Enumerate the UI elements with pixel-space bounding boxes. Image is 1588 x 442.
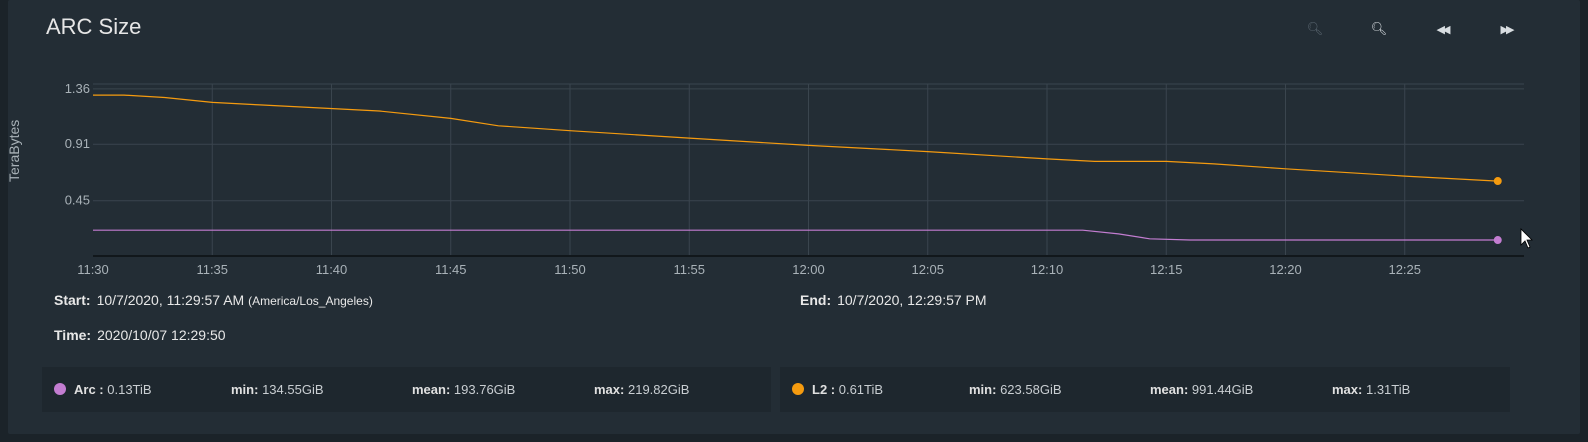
legend-l2-max: max: 1.31TiB xyxy=(1332,382,1411,397)
end-value: 10/7/2020, 12:29:57 PM xyxy=(837,292,987,308)
x-tick-label: 12:10 xyxy=(1031,262,1064,277)
zoom-in-icon[interactable]: 🔍︎ xyxy=(1306,21,1324,36)
x-tick-label: 11:55 xyxy=(673,262,705,277)
start-value: 10/7/2020, 11:29:57 AM xyxy=(96,292,245,308)
series-line-arc xyxy=(93,229,1498,241)
legend-l2-current: L2 : 0.61TiB xyxy=(812,382,884,397)
x-tick-label: 11:40 xyxy=(316,262,348,277)
series-endpoint-arc xyxy=(1493,236,1502,245)
legend-arc[interactable]: Arc : 0.13TiB min: 134.55GiB mean: 193.7… xyxy=(42,367,771,412)
start-info: Start: 10/7/2020, 11:29:57 AM (America/Lo… xyxy=(54,292,373,308)
y-axis-label: TeraBytes xyxy=(5,119,22,182)
end-label: End: xyxy=(800,292,832,308)
x-tick-label: 12:20 xyxy=(1269,262,1302,277)
y-tick-label: 0.91 xyxy=(65,136,90,151)
x-tick-label: 11:50 xyxy=(554,262,586,277)
series-endpoint-l2 xyxy=(1493,177,1502,186)
end-info: End: 10/7/2020, 12:29:57 PM xyxy=(800,292,987,308)
panel-title: ARC Size xyxy=(46,14,142,39)
legend-l2-min: min: 623.58GiB xyxy=(969,382,1062,397)
x-tick-label: 11:45 xyxy=(435,262,467,277)
fast-forward-icon[interactable]: ▶▶ xyxy=(1500,23,1515,36)
start-label: Start: xyxy=(54,292,91,308)
mouse-cursor-icon xyxy=(1520,228,1533,249)
legend-arc-min: min: 134.55GiB xyxy=(231,382,324,397)
legend-l2[interactable]: L2 : 0.61TiB min: 623.58GiB mean: 991.44… xyxy=(780,367,1510,412)
time-info: Time: 2020/10/07 12:29:50 xyxy=(54,327,226,343)
start-timezone: (America/Los_Angeles) xyxy=(248,294,373,308)
arc-color-dot xyxy=(54,383,66,395)
x-tick-label: 12:00 xyxy=(792,262,825,277)
x-tick-label: 12:15 xyxy=(1150,262,1183,277)
x-tick-label: 11:30 xyxy=(77,262,109,277)
arc-size-panel: ARC Size 🔍︎ 🔍︎ ◀◀ ▶▶ xyxy=(8,0,1580,434)
chart-toolbar: 🔍︎ 🔍︎ ◀◀ ▶▶ xyxy=(1288,16,1538,42)
series-line-l2 xyxy=(93,94,1498,182)
legend-l2-mean: mean: 991.44GiB xyxy=(1150,382,1254,397)
zoom-out-icon[interactable]: 🔍︎ xyxy=(1370,21,1388,36)
legend-arc-max: max: 219.82GiB xyxy=(594,382,690,397)
rewind-icon[interactable]: ◀◀ xyxy=(1436,23,1451,36)
legend-arc-mean: mean: 193.76GiB xyxy=(412,382,516,397)
y-tick-label: 1.36 xyxy=(65,81,90,96)
arc-size-chart[interactable]: 0.45 0.91 1.36 11:30 11:35 11:40 11:45 11:50 11:… xyxy=(0,0,1588,300)
y-tick-label: 0.45 xyxy=(65,193,90,208)
time-value: 2020/10/07 12:29:50 xyxy=(97,327,226,343)
x-tick-label: 12:25 xyxy=(1388,262,1421,277)
l2-color-dot xyxy=(792,383,804,395)
x-tick-label: 12:05 xyxy=(911,262,944,277)
legend-arc-current: Arc : 0.13TiB xyxy=(74,382,152,397)
time-label: Time: xyxy=(54,327,92,343)
x-tick-label: 11:35 xyxy=(196,262,228,277)
